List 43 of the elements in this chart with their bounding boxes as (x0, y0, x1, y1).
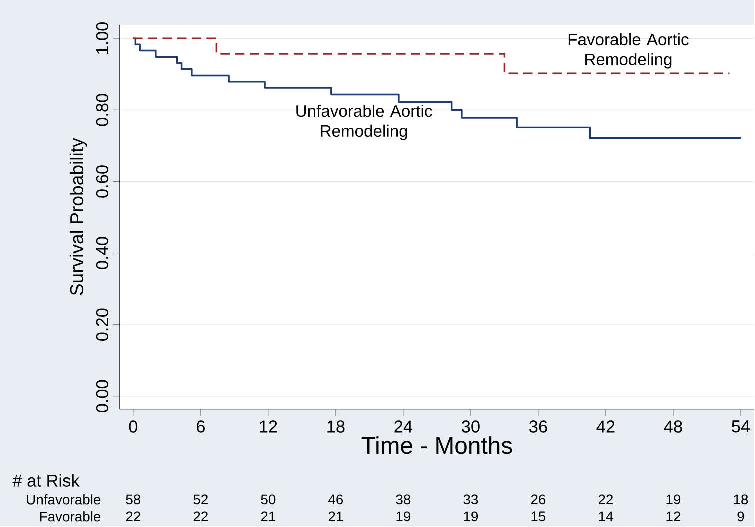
text: 33 (464, 494, 478, 505)
text: 15 (532, 512, 546, 522)
text: 19 (464, 512, 478, 522)
y-axis-title: Survival Probability (70, 138, 88, 296)
x-tick-label: 54 (732, 420, 750, 433)
y-tick-label: 0.60 (96, 166, 109, 198)
text: 26 (531, 494, 546, 505)
text: 14 (599, 512, 614, 522)
text: 50 (261, 494, 276, 505)
series-label: Favorable Aortic Remodeling (568, 34, 689, 69)
text: 58 (126, 494, 141, 505)
text: Unfavorable (27, 494, 101, 505)
text: 38 (396, 494, 411, 505)
x-tick-label: 30 (462, 420, 480, 434)
text: 22 (194, 512, 208, 522)
text: 21 (261, 512, 276, 522)
x-tick-label: 6 (197, 420, 205, 434)
y-tick-label: 1.00 (96, 22, 109, 54)
text: 19 (666, 494, 681, 505)
y-tick-label: 0.20 (96, 308, 109, 342)
text: 46 (328, 494, 344, 505)
x-tick-label: 42 (596, 420, 615, 433)
x-tick-label: 48 (664, 420, 682, 434)
text: 21 (328, 512, 343, 522)
text: 22 (598, 494, 613, 505)
text: 9 (738, 512, 744, 522)
x-tick-label: 12 (260, 420, 278, 433)
x-tick-label: 0 (129, 420, 138, 434)
x-axis-title: Time - Months (362, 436, 512, 454)
x-tick-label: 24 (394, 420, 413, 433)
text: 52 (194, 494, 208, 505)
text: 22 (126, 512, 140, 522)
x-tick-label: 36 (530, 420, 548, 434)
y-tick-label: 0.80 (96, 94, 109, 126)
y-tick-label: 0.40 (96, 237, 109, 270)
text: 12 (666, 512, 681, 522)
x-tick-label: 18 (328, 420, 345, 434)
text: # at Risk (12, 474, 80, 488)
text: Favorable (40, 512, 101, 522)
series-label: Unfavorable Aortic Remodeling (296, 105, 432, 141)
text: 18 (734, 494, 748, 505)
text: 19 (396, 512, 411, 522)
y-tick-label: 0.00 (96, 380, 109, 413)
